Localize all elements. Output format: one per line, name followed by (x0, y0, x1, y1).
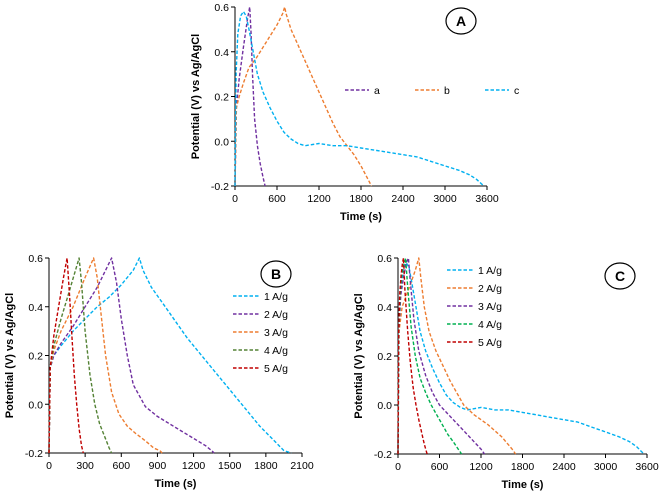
series-line-1ag (397, 262, 645, 455)
x-tick-label: 1200 (307, 193, 331, 205)
legend-label: 2 A/g (264, 309, 288, 321)
y-tick-label: 0.6 (214, 2, 229, 14)
legend-label: 3 A/g (264, 327, 288, 339)
x-tick-label: 1800 (254, 460, 278, 472)
legend: 1 A/g 2 A/g 3 A/g 4 A/g 5 A/g (447, 265, 502, 349)
x-tick-label: 0 (232, 193, 238, 205)
panel-label: C (615, 268, 625, 284)
chart-panel-a: 0 600 1200 1800 2400 3000 3600 -0.2 0.0 0.2 0.4 0.6… (190, 2, 519, 223)
x-tick-label: 3000 (433, 193, 457, 205)
y-tick-label: 0.0 (28, 399, 43, 411)
panel-badge (604, 262, 636, 290)
panel-badge (260, 260, 292, 288)
y-tick-label: -0.2 (211, 181, 229, 193)
x-tick-label: 3600 (635, 461, 659, 473)
y-tick-label: 0.6 (377, 253, 392, 265)
series-line-1ag (48, 257, 292, 454)
y-tick-label: 0.0 (214, 136, 229, 148)
y-axis-title: Potential (V) vs Ag/AgCl (353, 293, 365, 419)
x-tick-label: 3000 (594, 461, 618, 473)
x-tick-label: 1200 (182, 460, 206, 472)
chart-panel-b: 0 300 600 900 1200 1500 1800 2100 -0.2 0.0 0.2 0.4 0… (4, 253, 314, 490)
x-tick-label: 0 (46, 460, 52, 472)
legend-label: 3 A/g (478, 301, 502, 313)
legend-label: 4 A/g (478, 319, 502, 331)
x-tick-label: 2400 (391, 193, 415, 205)
panel-badge (445, 7, 477, 35)
x-tick-label: 0 (395, 461, 401, 473)
legend-label: 4 A/g (264, 345, 288, 357)
legend-label: 5 A/g (478, 337, 502, 349)
series-line-4ag (48, 257, 113, 454)
legend-label: 1 A/g (264, 291, 288, 303)
series-line-3ag (397, 257, 486, 455)
x-tick-label: 2400 (552, 461, 576, 473)
x-tick-label: 1800 (349, 193, 373, 205)
x-axis-title: Time (s) (340, 211, 382, 223)
legend: a b c (345, 85, 519, 97)
x-tick-label: 900 (149, 460, 167, 472)
x-tick-label: 3600 (475, 193, 499, 205)
y-tick-label: 0.0 (377, 400, 392, 412)
y-tick-label: 0.2 (214, 92, 229, 104)
legend: 1 A/g 2 A/g 3 A/g 4 A/g 5 A/g (233, 291, 288, 375)
x-tick-label: 1200 (469, 461, 493, 473)
legend-label: a (374, 85, 380, 97)
y-tick-label: 0.4 (28, 302, 43, 314)
chart-panel-c: 0 600 1200 1800 2400 3000 3600 -0.2 0.0 0.2 0.4 0.6… (353, 253, 659, 491)
series-line-b (234, 6, 373, 187)
x-tick-label: 1500 (218, 460, 242, 472)
x-tick-label: 300 (76, 460, 94, 472)
y-tick-label: -0.2 (374, 449, 392, 461)
x-axis-title: Time (s) (502, 479, 544, 491)
series-line-5ag (48, 257, 84, 454)
y-tick-label: 0.4 (377, 302, 392, 314)
x-tick-label: 600 (431, 461, 449, 473)
y-tick-label: 0.6 (28, 253, 43, 265)
y-tick-label: 0.2 (377, 351, 392, 363)
y-axis-title: Potential (V) vs Ag/AgCl (190, 34, 202, 160)
legend-label: 1 A/g (478, 265, 502, 277)
legend-label: 2 A/g (478, 283, 502, 295)
y-tick-label: -0.2 (25, 448, 43, 460)
y-tick-label: 0.2 (28, 351, 43, 363)
series-line-c (234, 10, 485, 187)
series-line-3ag (48, 257, 163, 454)
panel-label: B (271, 266, 281, 282)
x-tick-label: 2100 (290, 460, 314, 472)
x-tick-label: 600 (268, 193, 286, 205)
panel-label: A (456, 13, 466, 29)
y-axis-title: Potential (V) vs Ag/AgCl (4, 293, 16, 419)
legend-label: c (514, 85, 519, 97)
series-line-2ag (48, 257, 215, 454)
legend-label: 5 A/g (264, 363, 288, 375)
x-axis-title: Time (s) (155, 478, 197, 490)
series-line-4ag (397, 257, 463, 455)
series-line-a (234, 6, 266, 187)
x-tick-label: 1800 (511, 461, 535, 473)
y-tick-label: 0.4 (214, 47, 229, 59)
legend-label: b (444, 85, 450, 97)
x-tick-label: 600 (113, 460, 131, 472)
